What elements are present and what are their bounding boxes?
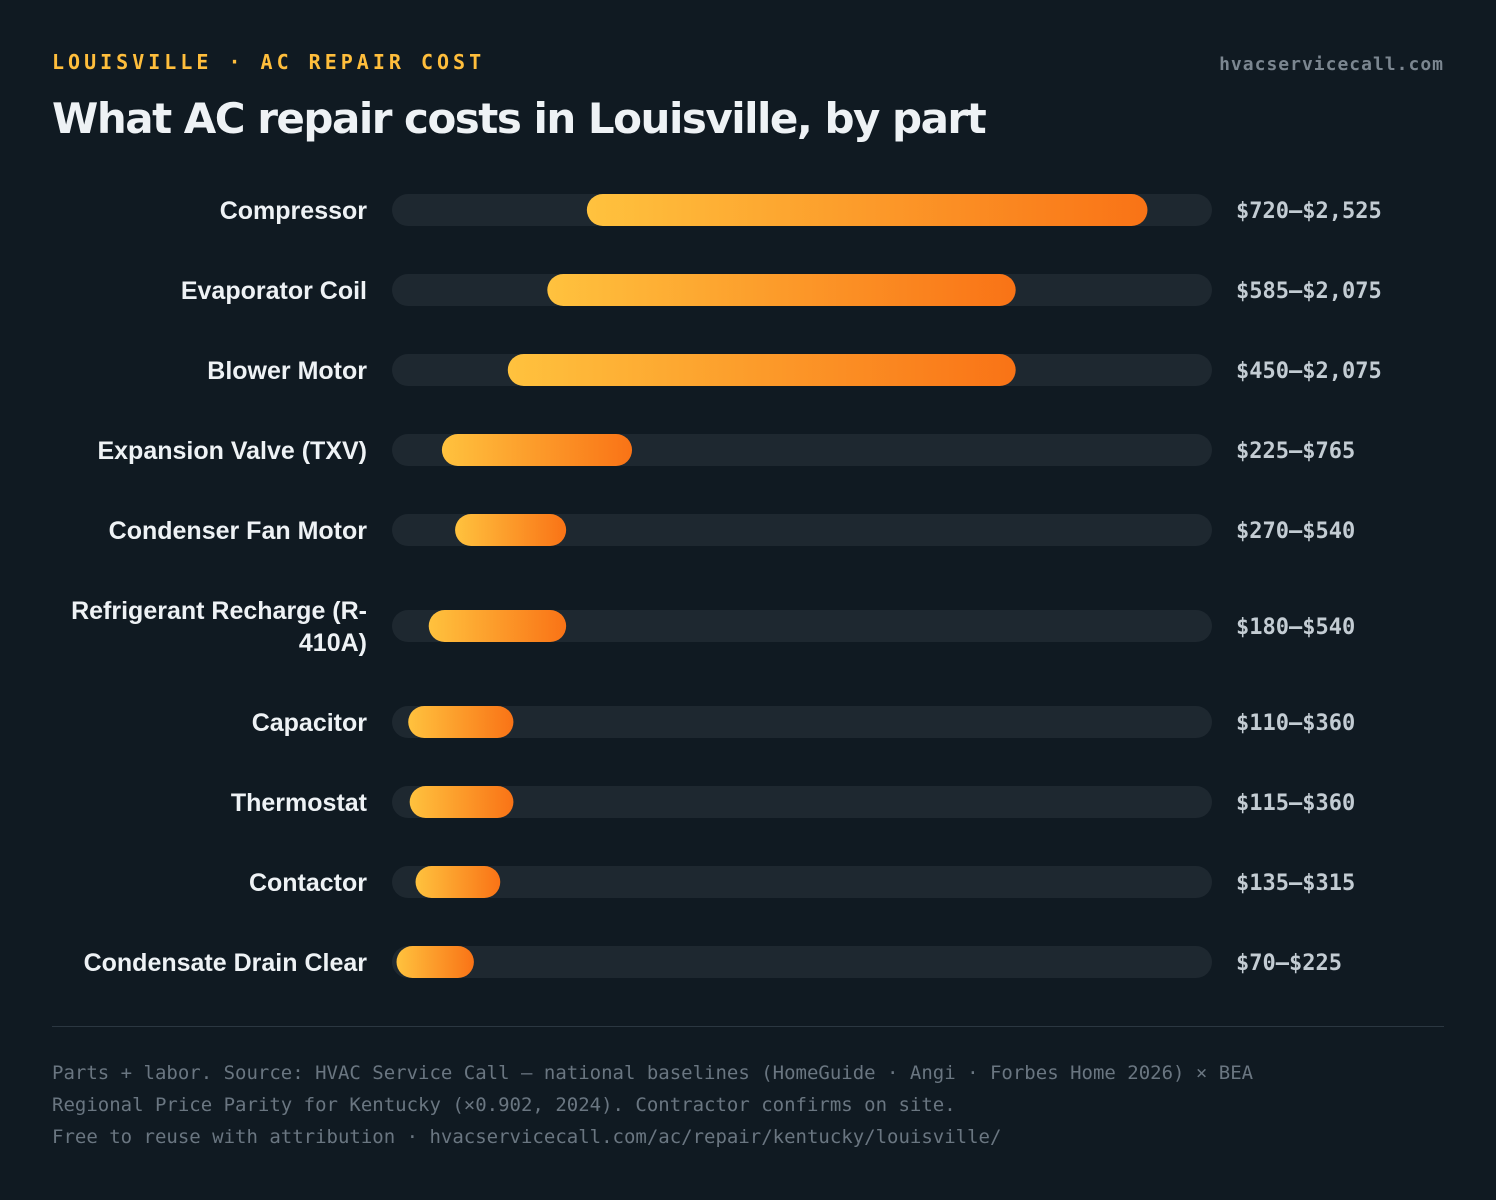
range-value-label: $135–$315 <box>1236 871 1355 896</box>
range-bar <box>408 706 514 738</box>
bar-track <box>392 514 1212 546</box>
category-label: Capacitor <box>252 709 368 737</box>
footer-attribution-line: Free to reuse with attribution · hvacser… <box>52 1126 1002 1148</box>
category-label: Compressor <box>220 197 368 225</box>
range-value-label: $180–$540 <box>1236 615 1355 640</box>
bar-track <box>392 786 1212 818</box>
bar-track <box>392 946 1212 978</box>
category-label: Blower Motor <box>207 357 367 385</box>
range-value-label: $225–$765 <box>1236 439 1355 464</box>
footer-divider <box>52 1026 1444 1027</box>
bar-track <box>392 866 1212 898</box>
category-label: Evaporator Coil <box>181 277 367 305</box>
range-bar <box>507 354 1016 386</box>
range-bar-chart: Compressor $720–$2,525 Evaporator Coil $585… <box>71 194 1382 978</box>
bar-track <box>392 354 1212 386</box>
chart-title: What AC repair costs in Louisville, by p… <box>52 94 987 143</box>
bar-track <box>392 706 1212 738</box>
footer-notes: Parts + labor. Source: HVAC Service Call… <box>52 1057 1452 1153</box>
category-label: Expansion Valve (TXV) <box>97 437 367 465</box>
footer-source-line: Parts + labor. Source: HVAC Service Call… <box>52 1062 1254 1084</box>
range-value-label: $115–$360 <box>1236 791 1355 816</box>
range-bar <box>396 946 474 978</box>
range-value-label: $70–$225 <box>1236 951 1342 976</box>
bar-track <box>392 194 1212 226</box>
range-value-label: $270–$540 <box>1236 519 1355 544</box>
range-value-label: $110–$360 <box>1236 711 1355 736</box>
category-label: Condenser Fan Motor <box>109 517 368 545</box>
category-label: Condensate Drain Clear <box>84 949 368 977</box>
range-bar <box>586 194 1148 226</box>
range-bar <box>547 274 1016 306</box>
range-bar <box>428 610 567 642</box>
bar-track <box>392 610 1212 642</box>
range-value-label: $720–$2,525 <box>1236 199 1382 224</box>
footer-parity-line: Regional Price Parity for Kentucky (×0.9… <box>52 1094 956 1116</box>
site-name: hvacservicecall.com <box>1219 54 1444 75</box>
category-label: Refrigerant Recharge (R-410A) <box>71 597 367 657</box>
range-bar <box>415 866 501 898</box>
chart-eyebrow: LOUISVILLE · AC REPAIR COST <box>52 50 486 74</box>
range-value-label: $450–$2,075 <box>1236 359 1382 384</box>
range-value-label: $585–$2,075 <box>1236 279 1382 304</box>
range-bar <box>441 434 633 466</box>
bar-track <box>392 274 1212 306</box>
range-bar <box>455 514 567 546</box>
range-bar <box>409 786 514 818</box>
category-label: Contactor <box>249 869 367 897</box>
category-label: Thermostat <box>231 789 368 817</box>
bar-track <box>392 434 1212 466</box>
